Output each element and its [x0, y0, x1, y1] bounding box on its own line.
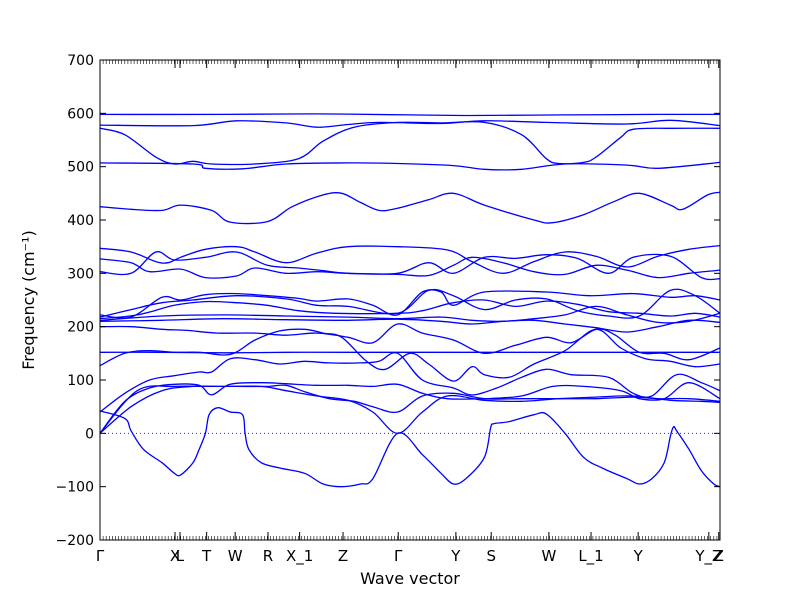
x-tick-label: L: [176, 547, 185, 565]
y-tick-label: 600: [67, 106, 94, 122]
minor-ticks: [99, 60, 718, 540]
y-tick-label: −200: [56, 533, 94, 549]
branch-line-12: [99, 305, 721, 324]
branch-line-17: [99, 352, 721, 413]
x-tick-label: Y_Z: [694, 547, 722, 566]
y-tick-label: 400: [67, 213, 94, 229]
plot-frame: [99, 59, 721, 541]
y-tick-label: 200: [67, 320, 94, 336]
x-tick-label: R: [263, 547, 273, 565]
branch-line-14: [99, 323, 721, 361]
y-tick-label: 300: [67, 266, 94, 282]
y-tick-label: 0: [85, 426, 94, 442]
y-axis-label: Frequency (cm⁻¹): [19, 230, 38, 369]
x-tick-label: Z: [338, 547, 348, 565]
branch-line-10: [99, 288, 721, 319]
x-tick-label: W: [541, 547, 556, 565]
branch-line-9: [99, 289, 721, 319]
branch-line-7: [99, 256, 721, 279]
y-tick-label: 700: [67, 53, 94, 69]
x-tick-label: X: [170, 547, 180, 565]
x-tick-label: L_1: [578, 547, 603, 566]
x-tick-label: S: [486, 547, 496, 565]
x-tick-label: T: [201, 547, 212, 565]
x-tick-label: Z: [714, 547, 724, 565]
branch-line-4: [99, 161, 721, 171]
branch-line-3: [99, 120, 721, 166]
branch-line-1: [99, 113, 721, 117]
branch-line-13: [99, 318, 721, 333]
y-tick-label: 500: [67, 160, 94, 176]
branch-line-11: [99, 299, 721, 320]
y-ticks: −200 −100 0 100 200 300 400 500 600 700: [56, 53, 720, 549]
y-tick-label: 100: [67, 373, 94, 389]
x-tick-label: Y: [633, 547, 644, 565]
branch-line-6: [99, 244, 721, 274]
x-axis-label: Wave vector: [360, 569, 460, 588]
branch-line-21: [99, 407, 721, 488]
branch-line-8: [99, 251, 721, 281]
x-tick-label: W: [228, 547, 243, 565]
x-tick-label: Y: [450, 547, 461, 565]
x-tick-label: X_1: [286, 547, 313, 566]
x-tick-label: Γ: [96, 547, 105, 565]
x-tick-label: Γ: [394, 547, 403, 565]
branch-line-16: [99, 328, 721, 382]
y-tick-label: −100: [56, 480, 94, 496]
branch-line-5: [99, 191, 721, 225]
x-ticks: Γ XL T W R X_1 Z Γ Y S W L_1 Y Y_ZZ: [96, 547, 724, 566]
branch-line-2: [99, 119, 721, 128]
branch-line-18: [99, 382, 721, 434]
series-group: [99, 113, 721, 488]
